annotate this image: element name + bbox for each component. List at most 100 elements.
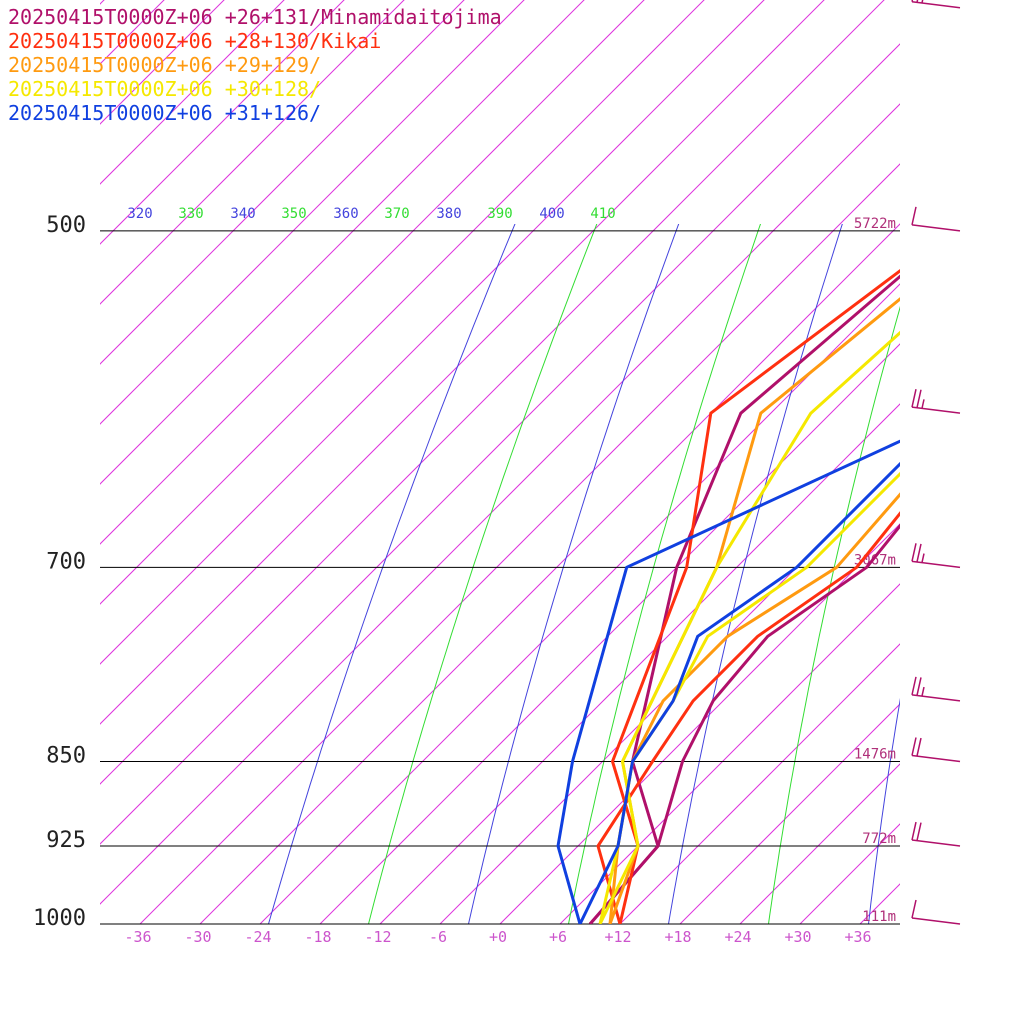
x-tick-label: -24: [244, 928, 271, 946]
barb-staff: [911, 0, 961, 9]
pressure-label: 850: [46, 743, 86, 768]
isotherm-line: [199, 223, 900, 924]
dewpoint-line: [611, 268, 900, 924]
adiabats: [268, 0, 1024, 924]
dewpoint-line: [608, 297, 900, 924]
wind-barb: [911, 206, 961, 232]
theta-label: 380: [436, 206, 461, 222]
dewpoint-line: [598, 330, 900, 924]
wind-barb: [911, 676, 961, 702]
barb-staff: [911, 839, 961, 847]
isotherm-line: [100, 0, 465, 365]
barb-flag: [911, 206, 917, 226]
isotherm-line: [0, 0, 1024, 924]
wind-barb: [911, 737, 961, 763]
x-tick-label: +18: [664, 928, 691, 946]
profile-layer: [556, 268, 900, 924]
isotherm-line: [100, 0, 105, 5]
series-3: [598, 330, 900, 924]
isotherm-line: [619, 643, 900, 924]
isotherm-line: [319, 343, 900, 924]
x-tick-label: +0: [489, 928, 507, 946]
theta-label: 370: [384, 206, 409, 222]
x-tick-label: -18: [304, 928, 331, 946]
isotherm-line: [100, 0, 885, 785]
series-1: [596, 268, 900, 924]
isotherm-line: [439, 463, 900, 924]
theta-label: 400: [539, 206, 564, 222]
isotherm-line: [100, 0, 525, 425]
temperature-line: [598, 471, 900, 924]
isotherm-line: [100, 0, 585, 485]
height-label: 1476m: [854, 746, 896, 762]
grid-layer: [0, 0, 1024, 925]
barb-staff: [911, 560, 961, 569]
barb-flag: [911, 737, 917, 756]
isotherm-line: [799, 823, 900, 924]
barb-staff: [911, 406, 961, 414]
pressure-label: 700: [46, 549, 86, 574]
isotherm-line: [859, 883, 900, 924]
x-tick-label: +30: [784, 928, 811, 946]
isotherm-line: [100, 0, 405, 305]
barb-flag: [911, 543, 917, 562]
moist-adiabat: [568, 224, 762, 924]
theta-label: 340: [230, 206, 255, 222]
x-tick-label: +6: [549, 928, 567, 946]
dewpoint-line: [588, 274, 900, 924]
barb-flag: [916, 737, 922, 757]
isotherm-line: [100, 0, 765, 665]
barb-staff: [911, 917, 961, 925]
pressure-label: 1000: [33, 906, 86, 931]
temperature-line: [578, 461, 900, 924]
barb-flag: [911, 899, 917, 919]
barb-half: [921, 686, 925, 697]
wind-barb-layer: [911, 0, 961, 925]
barb-staff: [911, 754, 961, 763]
barb-flag: [911, 676, 917, 696]
moist-adiabat: [768, 305, 900, 924]
barb-flag: [916, 389, 922, 408]
isobars: [100, 230, 900, 925]
isotherm-line: [139, 163, 900, 924]
x-tick-label: -30: [184, 928, 211, 946]
dewpoint-line: [556, 439, 900, 924]
isotherm-line: [920, 0, 1024, 924]
series-4: [556, 439, 900, 924]
isotherm-line: [100, 0, 825, 725]
temperature-line: [588, 523, 900, 924]
isotherm-line: [100, 0, 345, 245]
temperature-line: [608, 492, 900, 924]
isotherm-line: [259, 283, 900, 924]
legend-entry: 20250415T0000Z+06 +28+130/Kikai: [8, 29, 381, 53]
isotherm-line: [100, 0, 225, 125]
moist-adiabat: [368, 224, 598, 924]
temperature-line: [596, 511, 900, 924]
isotherm-line: [100, 0, 285, 185]
moist-adiabat: [969, 0, 1024, 924]
barb-staff: [911, 224, 961, 232]
barb-flag: [911, 821, 917, 841]
wind-barb: [911, 389, 961, 414]
barb-flag: [911, 389, 917, 408]
isotherm-line: [980, 0, 1024, 924]
legend: 20250415T0000Z+06 +26+131/Minamidaitojim…: [8, 5, 502, 125]
isotherms: [0, 0, 1024, 924]
isotherm-line: [100, 103, 900, 905]
dry-adiabat: [668, 224, 843, 924]
x-tick-label: +12: [604, 928, 631, 946]
theta-label: 350: [281, 206, 306, 222]
dry-adiabat: [468, 224, 680, 924]
x-tick-label: +24: [724, 928, 751, 946]
series-2: [608, 297, 900, 924]
height-label: 111m: [862, 909, 896, 925]
legend-entry: 20250415T0000Z+06 +26+131/Minamidaitojim…: [8, 5, 502, 29]
wind-barb: [911, 821, 961, 847]
legend-entry: 20250415T0000Z+06 +31+126/: [8, 101, 321, 125]
barb-half: [921, 553, 925, 563]
barb-flag: [916, 543, 922, 563]
legend-entry: 20250415T0000Z+06 +30+128/: [8, 77, 321, 101]
x-tick-label: +36: [844, 928, 871, 946]
barb-flag: [916, 677, 922, 696]
